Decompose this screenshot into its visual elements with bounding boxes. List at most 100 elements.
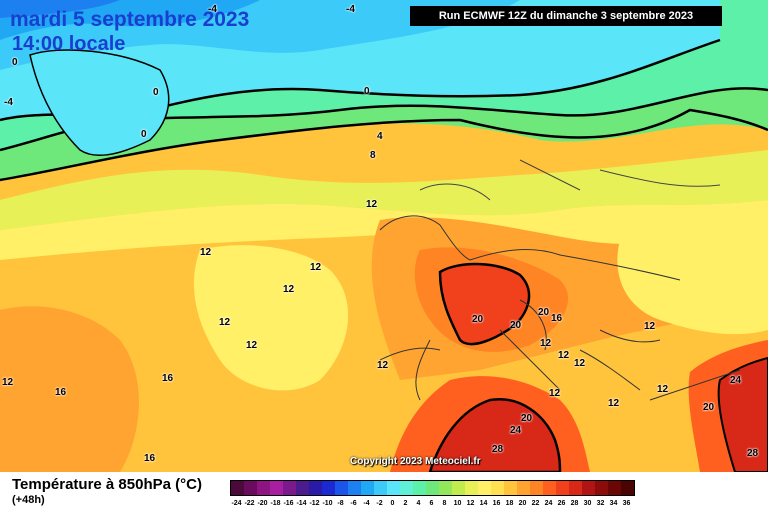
scale-tick-label: 30 <box>583 500 592 507</box>
scale-swatch <box>426 481 439 495</box>
label-20-turkey: 20 <box>703 402 715 413</box>
scale-tick-label: -4 <box>363 500 370 507</box>
label-12-iberia-west: 12 <box>377 360 389 371</box>
label-minus4-mid: -4 <box>346 4 355 15</box>
label-minus4-top: -4 <box>208 4 217 15</box>
temperature-map: -4 -4 -4 0 0 0 0 4 8 12 12 12 12 12 12 1… <box>0 0 768 472</box>
scale-swatch <box>231 481 244 495</box>
label-20-africa: 20 <box>521 413 533 424</box>
scale-tick-label: 4 <box>416 500 421 507</box>
label-16-west: 16 <box>162 373 174 384</box>
scale-tick-label: 8 <box>442 500 447 507</box>
label-20-alps-east: 20 <box>538 307 550 318</box>
label-12-atlantic-south: 12 <box>219 317 231 328</box>
label-12-far-west: 12 <box>2 377 14 388</box>
scale-tick-label: 26 <box>557 500 566 507</box>
label-12-east-europe: 12 <box>657 384 669 395</box>
label-minus4-left: -4 <box>4 97 13 108</box>
scale-swatch <box>400 481 413 495</box>
scale-tick-label: 6 <box>429 500 434 507</box>
scale-swatch <box>283 481 296 495</box>
scale-swatch <box>465 481 478 495</box>
scale-swatch <box>543 481 556 495</box>
scale-swatch <box>374 481 387 495</box>
label-0-arctic: 0 <box>364 86 370 97</box>
legend-subtitle: (+48h) <box>12 494 45 506</box>
scale-tick-label: -14 <box>296 500 307 507</box>
legend-title: Température à 850hPa (°C) <box>12 476 202 493</box>
label-12-italy: 12 <box>558 350 570 361</box>
scale-swatch <box>439 481 452 495</box>
label-16-southwest: 16 <box>55 387 67 398</box>
label-12-atlantic-center: 12 <box>283 284 295 295</box>
map-canvas <box>0 0 768 472</box>
run-info-banner: Run ECMWF 12Z du dimanche 3 septembre 20… <box>410 6 722 26</box>
scale-swatch <box>569 481 582 495</box>
scale-swatch <box>309 481 322 495</box>
label-24-africa: 24 <box>510 425 522 436</box>
scale-tick-label: 12 <box>466 500 475 507</box>
scale-tick-label: 20 <box>518 500 527 507</box>
scale-tick-label: 0 <box>390 500 395 507</box>
label-4-north: 4 <box>377 131 383 142</box>
scale-swatch <box>608 481 621 495</box>
scale-swatch <box>296 481 309 495</box>
scale-swatch <box>413 481 426 495</box>
scale-tick-label: -20 <box>257 500 268 507</box>
label-0-greenland-south: 0 <box>141 129 147 140</box>
scale-swatch <box>270 481 283 495</box>
scale-tick-label: -16 <box>283 500 294 507</box>
scale-swatch <box>595 481 608 495</box>
legend-footer: Température à 850hPa (°C) (+48h) -24 -22-… <box>0 472 768 512</box>
label-0-greenland-west: 0 <box>12 57 18 68</box>
scale-swatch <box>244 481 257 495</box>
color-scale <box>230 480 635 496</box>
scale-tick-label: -2 <box>376 500 383 507</box>
label-0-greenland: 0 <box>153 87 159 98</box>
scale-swatch <box>361 481 374 495</box>
scale-tick-label: 34 <box>609 500 618 507</box>
scale-swatch <box>530 481 543 495</box>
label-20-alps: 20 <box>510 320 522 331</box>
scale-tick-label: -8 <box>337 500 344 507</box>
scale-swatch <box>478 481 491 495</box>
scale-swatch <box>556 481 569 495</box>
label-12-atlantic-north: 12 <box>366 199 378 210</box>
scale-tick-label: 36 <box>622 500 631 507</box>
label-12-greece: 12 <box>549 388 561 399</box>
scale-tick-label: 28 <box>570 500 579 507</box>
label-16-alps: 16 <box>551 313 563 324</box>
label-8-north: 8 <box>370 150 376 161</box>
scale-swatch <box>504 481 517 495</box>
scale-tick-label: -22 <box>244 500 255 507</box>
scale-swatch <box>452 481 465 495</box>
scale-swatch <box>257 481 270 495</box>
scale-tick-label: 24 <box>544 500 553 507</box>
label-12-balkans-north: 12 <box>644 321 656 332</box>
label-12-atlantic-west: 12 <box>200 247 212 258</box>
copyright-text: Copyright 2023 Meteociel.fr <box>350 456 481 467</box>
scale-tick-label: 10 <box>453 500 462 507</box>
scale-tick-label: 2 <box>403 500 408 507</box>
label-24-turkey: 24 <box>730 375 742 386</box>
scale-tick-label: -12 <box>309 500 320 507</box>
scale-swatch <box>582 481 595 495</box>
label-12-atlantic-mid: 12 <box>310 262 322 273</box>
scale-tick-label: -24 <box>231 500 242 507</box>
scale-swatch <box>517 481 530 495</box>
label-12-adriatic: 12 <box>574 358 586 369</box>
scale-swatch <box>322 481 335 495</box>
scale-tick-label: 14 <box>479 500 488 507</box>
label-12-east: 12 <box>608 398 620 409</box>
scale-tick-label: 22 <box>531 500 540 507</box>
forecast-time: 14:00 locale <box>12 33 126 55</box>
scale-swatch <box>621 481 634 495</box>
scale-tick-label: -18 <box>270 500 281 507</box>
scale-tick-label: 32 <box>596 500 605 507</box>
label-12-atlantic-southwest: 12 <box>246 340 258 351</box>
scale-swatch <box>491 481 504 495</box>
scale-swatch <box>348 481 361 495</box>
label-28-africa: 28 <box>492 444 504 455</box>
label-16-south-atlantic: 16 <box>144 453 156 464</box>
scale-tick-label: -6 <box>350 500 357 507</box>
